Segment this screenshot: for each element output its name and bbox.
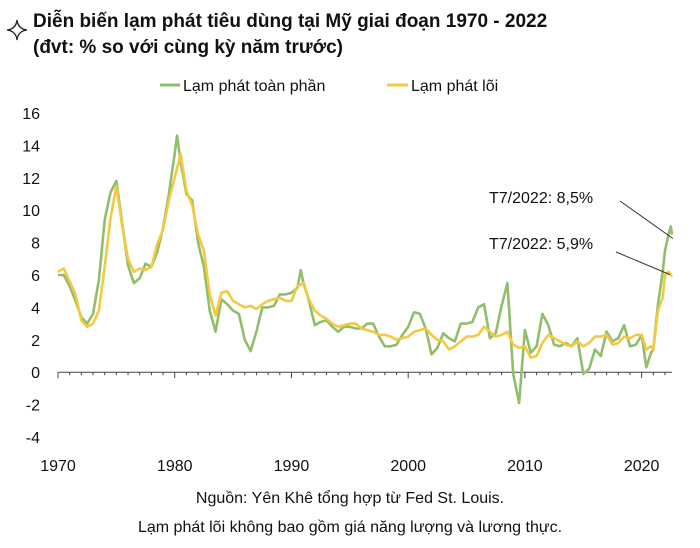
y-axis-tick-labels: 16 14 12 10 8 6 4 2 0 -2 -4 bbox=[22, 106, 40, 447]
footer-source: Nguồn: Yên Khê tổng hợp từ Fed St. Louis… bbox=[196, 489, 504, 507]
x-tick-label: 1980 bbox=[157, 458, 193, 475]
legend: Lạm phát toàn phần Lạm phát lõi bbox=[160, 78, 498, 95]
x-tick-label: 2000 bbox=[390, 458, 426, 475]
chart-title: Diễn biến lạm phát tiêu dùng tại Mỹ giai… bbox=[33, 10, 547, 32]
x-axis-tick-marks bbox=[57, 372, 666, 379]
y-tick-label: 16 bbox=[22, 106, 40, 123]
legend-label-headline: Lạm phát toàn phần bbox=[183, 78, 325, 95]
y-tick-label: 0 bbox=[31, 365, 40, 382]
series-line-headline bbox=[58, 134, 674, 405]
footer-note: Lạm phát lõi không bao gồm giá năng lượn… bbox=[138, 519, 562, 536]
x-axis-tick-labels: 1970 1980 1990 2000 2010 2020 bbox=[40, 458, 659, 475]
series-line-core bbox=[57, 152, 674, 359]
annotation-headline-label: T7/2022: 8,5% bbox=[489, 190, 593, 207]
annotation-core-leader bbox=[615, 251, 671, 276]
y-tick-label: 8 bbox=[31, 236, 40, 253]
chart-subtitle: (đvt: % so với cùng kỳ năm trước) bbox=[33, 37, 343, 58]
y-tick-label: -2 bbox=[26, 398, 40, 415]
y-tick-label: 12 bbox=[22, 171, 40, 188]
y-tick-label: 2 bbox=[31, 333, 40, 350]
x-tick-label: 1970 bbox=[40, 458, 76, 475]
y-tick-label: 6 bbox=[31, 268, 40, 285]
x-tick-label: 2020 bbox=[624, 458, 660, 475]
sparkle-icon bbox=[6, 19, 28, 41]
y-tick-label: -4 bbox=[26, 430, 40, 447]
x-tick-label: 2010 bbox=[507, 458, 543, 475]
annotation-headline-leader bbox=[619, 200, 674, 239]
legend-label-core: Lạm phát lõi bbox=[411, 78, 498, 95]
x-tick-label: 1990 bbox=[274, 458, 310, 475]
y-tick-label: 4 bbox=[31, 300, 40, 317]
y-tick-label: 14 bbox=[22, 138, 40, 155]
y-tick-label: 10 bbox=[22, 203, 40, 220]
annotation-core-label: T7/2022: 5,9% bbox=[489, 236, 593, 253]
